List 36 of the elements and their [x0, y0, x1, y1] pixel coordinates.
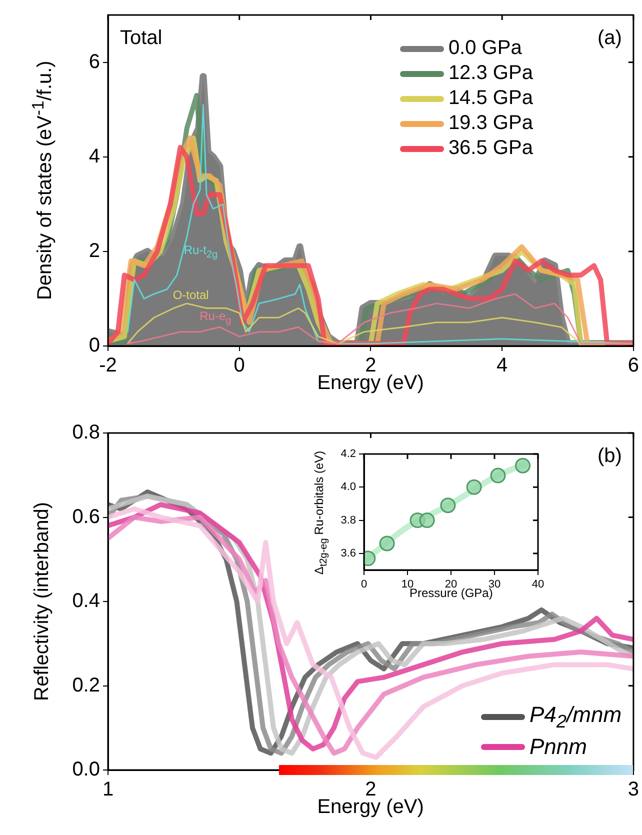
- legend-label: 0.0 GPa: [448, 37, 522, 60]
- y-tick-label: 0.2: [72, 674, 100, 696]
- x-tick-label: -2: [99, 354, 117, 377]
- y-tick-label: 0.4: [72, 590, 100, 612]
- x-tick-label: 40: [532, 578, 544, 591]
- y-tick-label: 3.8: [340, 514, 356, 526]
- legend-label: 19.3 GPa: [448, 112, 533, 135]
- x-tick-label: 6: [628, 354, 639, 377]
- legend-label: 36.5 GPa: [448, 137, 533, 160]
- y-tick-label: 0.0: [72, 758, 100, 781]
- x-tick-label: 0: [234, 354, 245, 377]
- annotation: Total: [120, 27, 162, 50]
- y-tick-label: 6: [88, 50, 100, 73]
- y-tick-label: 4.0: [340, 481, 356, 494]
- x-tick-label: 4: [496, 354, 508, 377]
- legend-label: 14.5 GPa: [448, 87, 533, 110]
- x-tick-label: 20: [444, 578, 458, 591]
- y-tick-label: 0.6: [72, 506, 100, 528]
- series-label: O-total: [172, 288, 209, 302]
- legend-label: P4$_{2}$/mnm: [529, 702, 622, 732]
- series-label: Ru-e$_{g}$: [200, 308, 232, 326]
- y-tick-label: 3.6: [340, 547, 356, 560]
- legend-label: Pnnm: [529, 734, 587, 760]
- y-tick-label: 2: [88, 240, 100, 262]
- series-label: Ru-t$_{2g}$: [184, 242, 218, 260]
- y-axis-title: Reflectivity (interband): [30, 502, 54, 701]
- annotation: (b): [597, 445, 622, 468]
- y-tick-label: 0: [88, 334, 100, 357]
- legend-label: 12.3 GPa: [448, 62, 533, 85]
- x-tick-label: 3: [628, 778, 639, 801]
- y-tick-label: 4: [88, 145, 100, 168]
- y-tick-label: 0.8: [72, 422, 100, 444]
- y-tick-label: 4.2: [340, 448, 356, 460]
- annotation: (a): [597, 27, 622, 50]
- x-tick-label: 1: [102, 778, 114, 801]
- x-tick-label: 0: [360, 578, 368, 591]
